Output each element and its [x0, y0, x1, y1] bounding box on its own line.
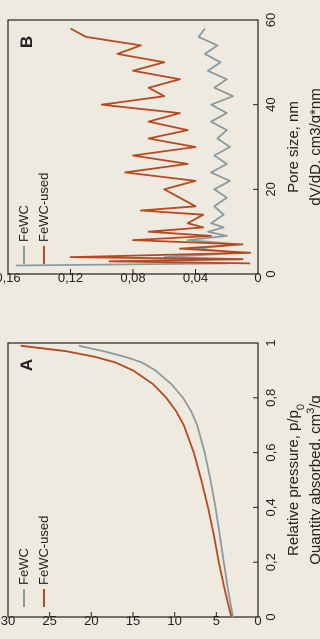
y-tick-label-a: 0 [254, 613, 261, 628]
x-tick-label-b: 40 [263, 97, 278, 111]
x-tick-label-a: 1 [263, 339, 278, 346]
y-axis-label-superscript-a: 3 [305, 408, 317, 414]
y-tick-label-a: 15 [126, 613, 140, 628]
x-tick-label-a: 0,4 [263, 498, 278, 516]
y-tick-label-b: 0,16 [0, 270, 21, 285]
x-tick-label-a: 0 [263, 613, 278, 620]
y-tick-label-b: 0 [254, 270, 261, 285]
y-tick-label-a: 5 [213, 613, 220, 628]
x-axis-label-subscript-a: 0 [295, 404, 307, 410]
series-line-b-fewc-used [69, 27, 252, 265]
panel-b: 0 20 40 60 0 0,04 0,08 0,12 0,16 Pore size, nm dV/… [0, 13, 320, 285]
y-tick-label-a: 30 [1, 613, 15, 628]
y-axis-label-tail-a: /g [307, 395, 320, 408]
y-axis-label-b: dV/dD, cm3/g*nm [307, 88, 320, 206]
y-tick-label-b: 0,08 [120, 270, 145, 285]
y-tick-label-b: 0,12 [58, 270, 83, 285]
y-tick-label-a: 25 [42, 613, 56, 628]
x-tick-label-b: 20 [263, 182, 278, 196]
legend-label-a-0: FeWC [16, 548, 31, 585]
x-axis-label-b: Pore size, nm [285, 101, 302, 193]
legend-label-a-1: FeWC-used [36, 516, 51, 585]
y-tick-label-b: 0,04 [183, 270, 208, 285]
y-axis-label-a: Quantity absorbed, cm3/g [305, 395, 320, 565]
x-tick-label-b: 60 [263, 13, 278, 27]
x-tick-label-b: 0 [263, 270, 278, 277]
x-tick-label-a: 0,2 [263, 553, 278, 571]
legend-label-b-1: FeWC-used [36, 173, 51, 242]
panel-label-a: A [17, 359, 36, 371]
y-tick-label-a: 10 [167, 613, 181, 628]
x-tick-label-a: 0,6 [263, 444, 278, 462]
series-line-a-fewc-used [20, 344, 233, 617]
x-axis-label-a: Relative pressure, p/p0 [285, 404, 307, 556]
legend-label-b-0: FeWC [16, 205, 31, 242]
x-tick-label-a: 0,8 [263, 389, 278, 407]
series-line-a-fewc [78, 344, 234, 617]
panel-label-b: B [17, 36, 36, 48]
y-tick-label-a: 20 [84, 613, 98, 628]
